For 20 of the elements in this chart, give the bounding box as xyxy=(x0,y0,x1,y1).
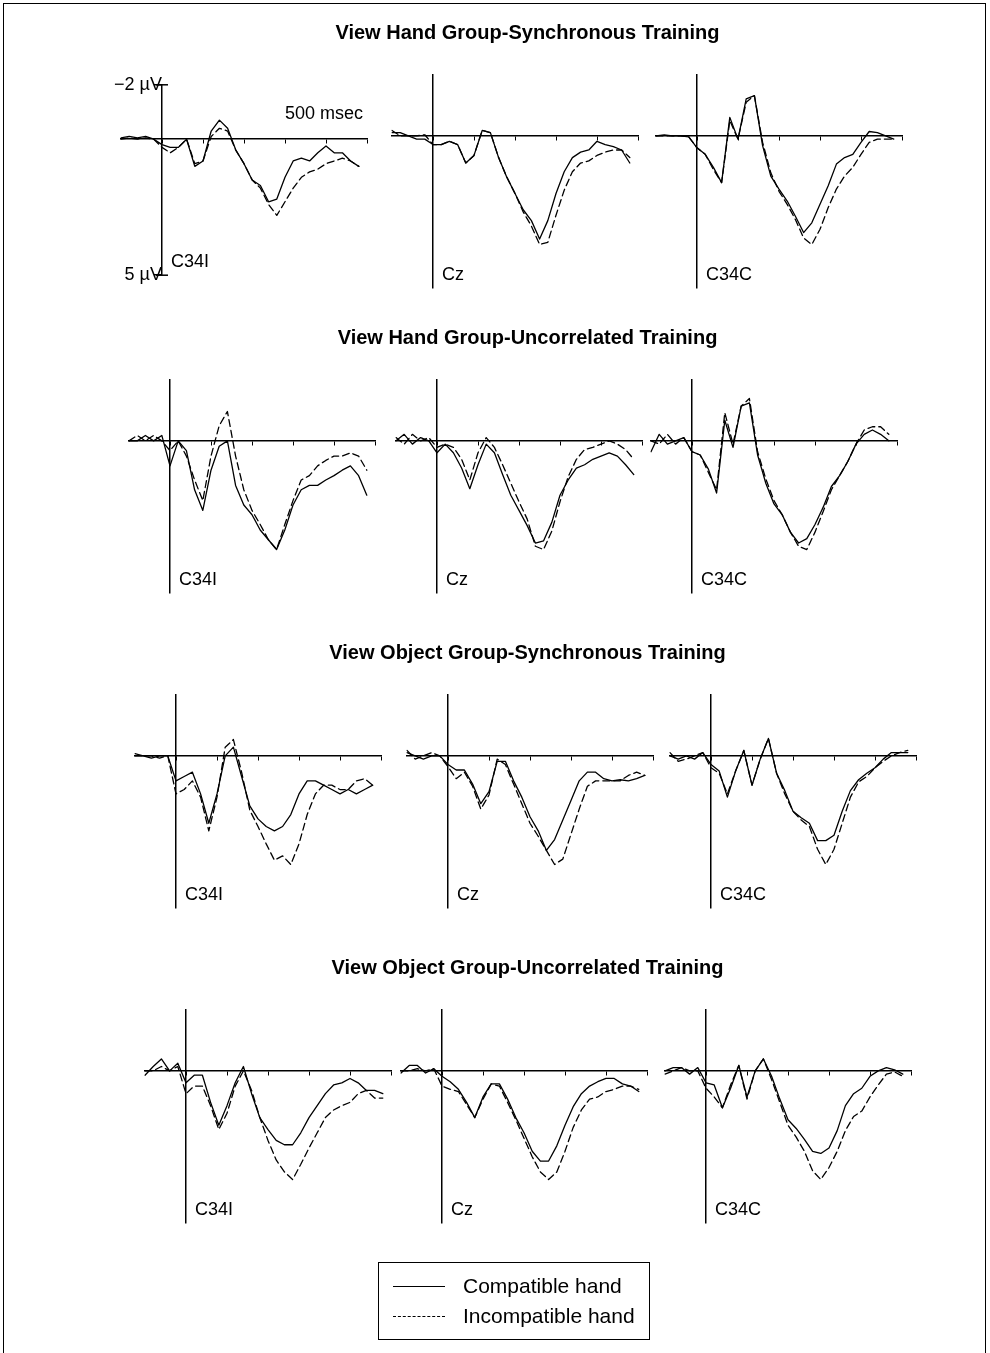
text: C34I xyxy=(195,1198,234,1219)
text: Cz xyxy=(446,568,468,589)
text: C34C xyxy=(701,568,748,589)
text: C34C xyxy=(720,883,767,904)
text: View Object Group-Synchronous Training xyxy=(328,641,727,664)
text: Cz xyxy=(451,1198,473,1219)
text: View Hand Group-Uncorrelated Training xyxy=(336,326,719,349)
y-tick-label: −2 µV xyxy=(114,73,162,94)
text: View Hand Group-Synchronous Training xyxy=(334,21,721,44)
text: View Object Group-Uncorrelated Training xyxy=(330,956,725,979)
annotation: C34I xyxy=(171,251,210,272)
text: C34I xyxy=(179,568,218,589)
text: Cz xyxy=(442,263,464,284)
text: C34C xyxy=(706,263,753,284)
legend-label: Compatible hand xyxy=(463,1274,622,1298)
text: Cz xyxy=(457,883,479,904)
annotation: 500 msec xyxy=(284,103,363,124)
text: C34C xyxy=(715,1198,762,1219)
legend-label: Incompatible hand xyxy=(463,1304,635,1328)
text: C34I xyxy=(185,883,224,904)
